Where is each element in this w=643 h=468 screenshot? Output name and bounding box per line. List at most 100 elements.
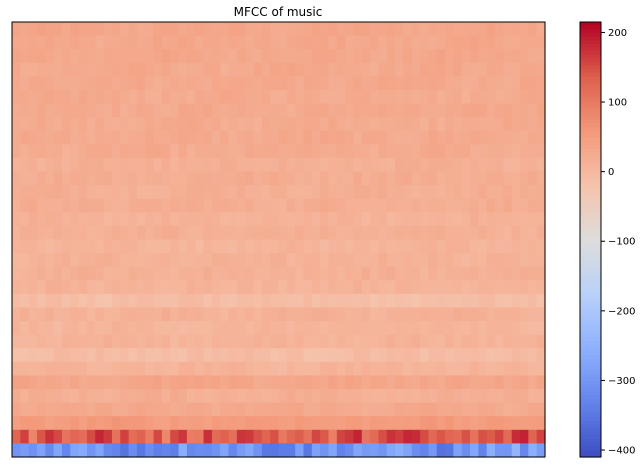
heatmap-cell (320, 225, 330, 241)
heatmap-cell (111, 402, 121, 417)
heatmap-cell (195, 22, 205, 37)
heatmap-cell (436, 402, 446, 417)
heatmap-cell (128, 253, 138, 268)
heatmap-cell (536, 76, 546, 91)
heatmap-cell (320, 144, 330, 159)
heatmap-cell (128, 130, 138, 145)
heatmap-cell (461, 225, 471, 241)
heatmap-cell (395, 89, 405, 105)
heatmap-cell (136, 144, 146, 159)
heatmap-cell (53, 22, 63, 37)
heatmap-cell (528, 144, 538, 159)
heatmap-cell (28, 348, 38, 363)
heatmap-cell (403, 62, 413, 77)
heatmap-cell (53, 62, 63, 77)
heatmap-cell (445, 76, 454, 91)
heatmap-cell (403, 443, 413, 458)
heatmap-cell (253, 117, 263, 132)
heatmap-cell (386, 157, 396, 173)
heatmap-cell (536, 89, 546, 105)
heatmap-cell (345, 103, 355, 118)
heatmap-cell (95, 321, 105, 336)
heatmap-cell (70, 225, 80, 241)
heatmap-cell (328, 89, 338, 105)
heatmap-cell (53, 293, 63, 309)
heatmap-cell (303, 117, 313, 132)
heatmap-cell (395, 280, 405, 295)
heatmap-cell (228, 321, 238, 336)
heatmap-cell (211, 307, 221, 322)
heatmap-cell (320, 239, 330, 254)
heatmap-cell (61, 35, 71, 50)
heatmap-cell (178, 171, 188, 186)
heatmap-cell (445, 171, 454, 186)
heatmap-cell (61, 171, 71, 186)
colorbar-segment (580, 69, 601, 74)
heatmap-cell (436, 307, 446, 322)
colorbar-segment (580, 297, 601, 302)
heatmap-cell (511, 49, 521, 64)
heatmap-cell (495, 212, 504, 227)
heatmap-cell (336, 157, 346, 173)
heatmap-cell (203, 35, 213, 50)
heatmap-cell (186, 389, 196, 404)
heatmap-cell (420, 103, 430, 118)
heatmap-cell (295, 443, 305, 458)
heatmap-cell (411, 144, 421, 159)
heatmap-cell (53, 266, 63, 281)
heatmap-cell (70, 49, 80, 64)
colorbar-segment (580, 362, 601, 367)
colorbar-segment (580, 185, 601, 190)
heatmap-cell (28, 293, 38, 309)
heatmap-cell (528, 375, 538, 390)
heatmap-cell (486, 225, 496, 241)
heatmap-cell (211, 225, 221, 241)
heatmap-cell (120, 402, 130, 417)
heatmap-cell (236, 212, 246, 227)
heatmap-cell (36, 198, 46, 213)
colorbar-segment (580, 428, 601, 433)
heatmap-cell (86, 361, 96, 377)
heatmap-cell (245, 253, 255, 268)
heatmap-cell (370, 198, 380, 213)
heatmap-cell (270, 307, 280, 322)
heatmap-cell (86, 22, 96, 37)
heatmap-cell (170, 117, 180, 132)
heatmap-cell (403, 429, 413, 444)
colorbar-segment (580, 272, 601, 277)
heatmap-cell (95, 293, 105, 309)
heatmap-cell (503, 361, 513, 377)
heatmap-cell (278, 89, 288, 105)
heatmap-cell (361, 361, 371, 377)
heatmap-cell (12, 402, 21, 417)
heatmap-cell (320, 89, 330, 105)
heatmap-cell (53, 280, 63, 295)
heatmap-cell (486, 239, 496, 254)
heatmap-cell (12, 130, 21, 145)
heatmap-cell (503, 157, 513, 173)
heatmap-cell (386, 35, 396, 50)
heatmap-cell (261, 361, 271, 377)
heatmap-cell (228, 103, 238, 118)
heatmap-cell (520, 416, 529, 431)
heatmap-cell (136, 103, 146, 118)
heatmap-cell (178, 198, 188, 213)
heatmap-cell (128, 266, 138, 281)
heatmap-cell (128, 225, 138, 241)
heatmap-cell (120, 157, 130, 173)
heatmap-cell (203, 130, 213, 145)
heatmap-cell (520, 22, 529, 37)
heatmap-cell (28, 321, 38, 336)
heatmap-cell (253, 171, 263, 186)
heatmap-cell (86, 76, 96, 91)
heatmap-cell (420, 266, 430, 281)
heatmap-cell (195, 321, 205, 336)
heatmap-cell (345, 144, 355, 159)
heatmap-cell (78, 35, 88, 50)
heatmap-cell (403, 402, 413, 417)
heatmap-cell (470, 225, 479, 241)
heatmap-cell (261, 402, 271, 417)
heatmap-cell (336, 253, 346, 268)
heatmap-cell (303, 76, 313, 91)
heatmap-cell (111, 157, 121, 173)
